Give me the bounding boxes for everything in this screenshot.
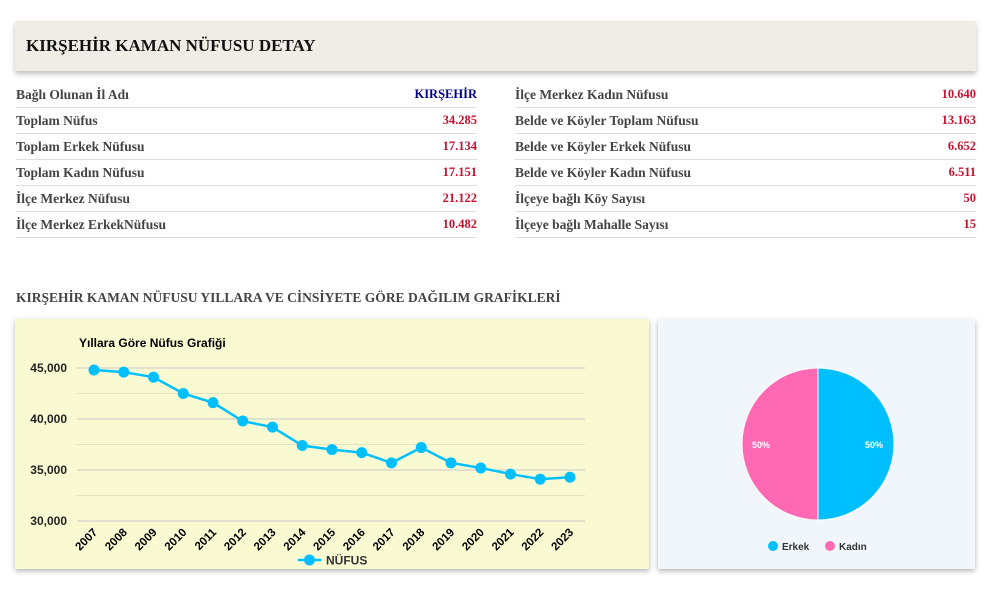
x-tick-label: 2014 <box>282 526 309 553</box>
pie-chart: 50% 50% Erkek Kadın <box>741 367 895 553</box>
table-row: İlçe Merkez Kadın Nüfusu 10.640 <box>515 82 976 108</box>
y-tick-label: 35,000 <box>30 463 67 477</box>
table-row: Belde ve Köyler Erkek Nüfusu 6.652 <box>515 134 976 160</box>
y-tick-label: 40,000 <box>30 412 67 426</box>
y-tick-label: 45,000 <box>30 361 67 375</box>
data-point[interactable] <box>148 371 159 383</box>
series-line <box>93 368 571 481</box>
legend[interactable]: NÜFUS <box>298 553 367 568</box>
table-row: Bağlı Olunan İl Adı KIRŞEHİR <box>16 82 477 108</box>
data-point[interactable] <box>177 388 189 399</box>
data-point[interactable] <box>118 366 130 378</box>
data-point[interactable] <box>296 440 308 452</box>
table-row: İlçeye bağlı Köy Sayısı 50 <box>515 186 976 212</box>
x-tick-label: 2016 <box>341 527 368 554</box>
x-tick-label: 2023 <box>550 527 577 554</box>
legend-label: NÜFUS <box>326 553 367 568</box>
data-point[interactable] <box>326 444 338 456</box>
x-tick-label: 2010 <box>163 527 190 554</box>
table-row: İlçeye bağlı Mahalle Sayısı 15 <box>515 212 976 238</box>
x-tick-label: 2020 <box>460 527 487 554</box>
data-point[interactable] <box>88 364 100 376</box>
x-tick-label: 2007 <box>74 527 101 554</box>
right-info-table: İlçe Merkez Kadın Nüfusu 10.640 Belde ve … <box>515 82 976 238</box>
data-point[interactable] <box>505 468 516 480</box>
page-header: KIRŞEHİR KAMAN NÜFUSU DETAY <box>15 21 976 71</box>
data-point[interactable] <box>386 457 397 469</box>
pie-slice-erkek[interactable] <box>817 367 895 521</box>
legend-marker <box>304 554 315 566</box>
legend-kadin[interactable]: Kadın <box>839 542 867 553</box>
table-row: Toplam Erkek Nüfusu 17.134 <box>16 134 477 160</box>
line-chart: Yıllara Göre Nüfus Grafiği 30,000 35,000 4… <box>30 336 585 568</box>
table-row: İlçe Merkez Nüfusu 21.122 <box>16 186 477 212</box>
x-tick-label: 2017 <box>371 527 398 554</box>
section-title: KIRŞEHİR KAMAN NÜFUSU YILLARA VE CİNSİYE… <box>16 290 561 305</box>
pie-chart-panel: 50% 50% Erkek Kadın <box>658 319 975 569</box>
x-tick-label: 2015 <box>312 526 339 553</box>
data-point[interactable] <box>445 457 457 469</box>
data-point[interactable] <box>475 462 487 474</box>
table-row: Toplam Nüfus 34.285 <box>16 108 477 134</box>
pie-slice-kadin[interactable] <box>741 367 819 521</box>
data-point[interactable] <box>207 397 219 409</box>
legend-marker <box>825 541 835 551</box>
legend-erkek[interactable]: Erkek <box>782 542 810 553</box>
page-title: KIRŞEHİR KAMAN NÜFUSU DETAY <box>26 36 316 55</box>
table-row: Toplam Kadın Nüfusu 17.151 <box>16 160 477 186</box>
province-link[interactable]: KIRŞEHİR <box>414 87 477 101</box>
line-chart-panel: Yıllara Göre Nüfus Grafiği 30,000 35,000 4… <box>15 319 649 569</box>
table-row: Belde ve Köyler Kadın Nüfusu 6.511 <box>515 160 976 186</box>
data-point[interactable] <box>534 473 546 485</box>
table-row: İlçe Merkez ErkekNüfusu 10.482 <box>16 212 477 238</box>
chart-title: Yıllara Göre Nüfus Grafiği <box>79 336 226 350</box>
data-point[interactable] <box>267 421 278 433</box>
data-point[interactable] <box>237 415 249 427</box>
y-tick-label: 30,000 <box>30 514 67 528</box>
x-tick-label: 2012 <box>222 527 249 554</box>
x-tick-label: 2011 <box>193 526 220 553</box>
x-tick-label: 2021 <box>490 526 517 553</box>
x-tick-label: 2009 <box>133 527 160 554</box>
data-point[interactable] <box>356 447 368 459</box>
data-point[interactable] <box>415 442 427 454</box>
x-tick-label: 2022 <box>520 527 547 554</box>
x-tick-label: 2018 <box>401 526 428 553</box>
legend-marker <box>768 541 778 551</box>
data-point[interactable] <box>564 471 576 483</box>
x-tick-label: 2013 <box>252 527 279 554</box>
x-tick-label: 2008 <box>103 526 130 553</box>
pie-label: 50% <box>865 440 883 450</box>
left-info-table: Bağlı Olunan İl Adı KIRŞEHİR Toplam Nüfus… <box>16 82 477 238</box>
pie-label: 50% <box>752 440 770 450</box>
table-row: Belde ve Köyler Toplam Nüfusu 13.163 <box>515 108 976 134</box>
x-tick-label: 2019 <box>431 527 458 554</box>
